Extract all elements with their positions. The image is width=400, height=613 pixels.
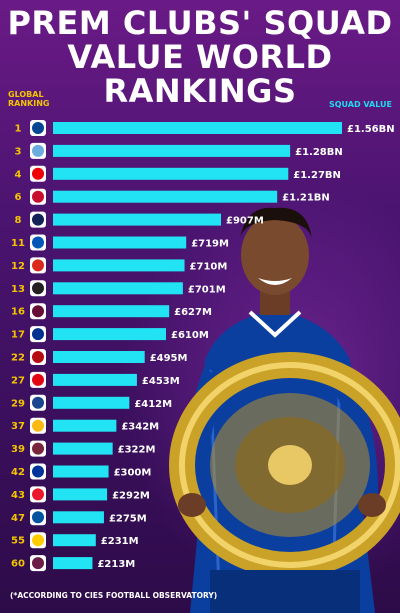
value-label: £701M [188, 284, 226, 295]
value-label: £627M [174, 307, 212, 318]
wolves-badge-icon [32, 419, 44, 432]
bar [53, 305, 170, 318]
bar [53, 419, 117, 432]
value-label: £300M [114, 468, 152, 479]
value-label: £322M [118, 445, 156, 456]
bar [53, 557, 93, 570]
value-label: £453M [142, 376, 180, 387]
west-ham-badge-icon [32, 442, 44, 455]
sheffield-utd-badge-icon [32, 488, 44, 501]
rank-label: 22 [11, 353, 25, 364]
rank-label: 47 [11, 513, 25, 524]
bar [53, 144, 291, 157]
squad-value-bar-chart: 1 £1.56BN 3 £1.28BN 4 £1.27BN 6 £1.21BN 8 £907M 11… [11, 120, 395, 572]
leicester-badge-icon [32, 328, 44, 341]
title-line-3: RANKINGS [103, 72, 297, 110]
newcastle-badge-icon [32, 282, 44, 295]
bar [53, 351, 145, 363]
global-ranking-header-line1: GLOBAL [8, 90, 44, 99]
arsenal-badge-icon [32, 167, 44, 180]
title-line-1: PREM CLUBS' SQUAD [7, 4, 393, 42]
bar [53, 122, 342, 134]
bar [53, 167, 289, 180]
bar [53, 465, 109, 478]
bar [53, 396, 130, 409]
value-label: £1.21BN [282, 193, 330, 204]
bar [53, 442, 113, 455]
burnley-badge-icon [32, 557, 44, 570]
bar [53, 511, 104, 524]
rank-label: 11 [11, 238, 25, 249]
norwich-badge-icon [32, 534, 44, 547]
bar [53, 236, 187, 249]
bar [53, 534, 96, 547]
value-label: £1.56BN [347, 124, 395, 135]
rank-label: 43 [11, 490, 25, 501]
global-ranking-header-line2: RANKING [8, 99, 50, 108]
bar [53, 373, 137, 386]
rank-label: 55 [11, 536, 25, 547]
value-label: £292M [112, 490, 150, 501]
rank-label: 60 [11, 559, 25, 570]
bar [53, 213, 222, 226]
value-label: £412M [134, 399, 172, 410]
value-label: £231M [101, 536, 139, 547]
rank-label: 13 [11, 284, 25, 295]
rank-label: 37 [11, 421, 25, 432]
crystal-palace-badge-icon [32, 396, 44, 409]
watford-badge-icon [32, 511, 44, 524]
rank-label: 8 [15, 215, 22, 226]
player-with-trophy-image [169, 207, 400, 613]
bar [53, 488, 108, 501]
squad-value-header: SQUAD VALUE [328, 100, 392, 109]
bar [53, 282, 183, 295]
value-label: £719M [191, 239, 229, 250]
value-label: £1.27BN [293, 170, 341, 181]
rank-label: 27 [11, 375, 25, 386]
value-label: £213M [97, 559, 135, 570]
bournemouth-badge-icon [32, 351, 44, 363]
bar [53, 259, 185, 272]
man-utd-badge-icon [32, 259, 44, 272]
bar [53, 190, 278, 203]
rank-label: 12 [11, 261, 25, 272]
rank-label: 4 [15, 169, 22, 180]
value-label: £275M [109, 513, 147, 524]
rank-label: 3 [15, 146, 22, 157]
value-label: £495M [150, 353, 188, 364]
brighton-badge-icon [32, 236, 44, 249]
value-label: £907M [226, 216, 264, 227]
rank-label: 1 [15, 124, 22, 135]
liverpool-badge-icon [32, 190, 44, 203]
value-label: £342M [121, 422, 159, 433]
chelsea-badge-icon [32, 122, 44, 134]
aston-villa-badge-icon [32, 305, 44, 318]
value-label: £1.28BN [295, 147, 343, 158]
tottenham-badge-icon [32, 213, 44, 226]
value-label: £610M [171, 330, 209, 341]
bar [53, 328, 167, 341]
value-label: £710M [190, 261, 228, 272]
everton-badge-icon [32, 465, 44, 478]
man-city-badge-icon [32, 144, 44, 157]
rank-label: 16 [11, 307, 25, 318]
southampton-badge-icon [32, 373, 44, 386]
rank-label: 6 [15, 192, 22, 203]
global-ranking-header: GLOBAL RANKING [8, 90, 68, 108]
footnote: (*ACCORDING TO CIES FOOTBALL OBSERVATORY… [10, 591, 218, 600]
rank-label: 39 [11, 444, 25, 455]
rank-label: 17 [11, 330, 25, 341]
title-line-2: VALUE WORLD [67, 38, 333, 76]
rank-label: 29 [11, 398, 25, 409]
rank-label: 42 [11, 467, 25, 478]
